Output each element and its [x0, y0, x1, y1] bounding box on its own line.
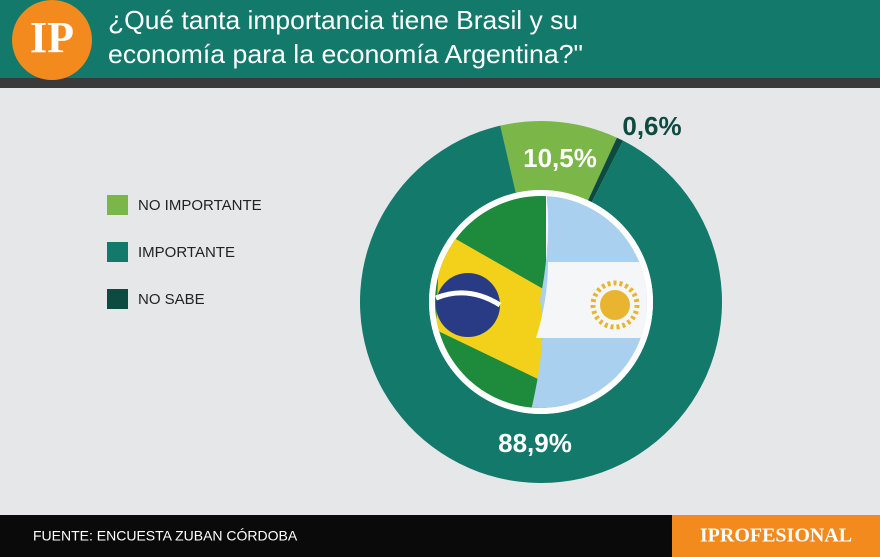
data-label: 10,5%: [523, 143, 597, 173]
legend-swatch: [107, 195, 128, 215]
legend-swatch: [107, 242, 128, 262]
legend-label: NO SABE: [138, 291, 205, 308]
data-label: 88,9%: [498, 428, 572, 458]
donut-segment: [500, 120, 617, 201]
brand-box: [672, 515, 880, 557]
donut-segment: [587, 137, 624, 203]
legend: NO IMPORTANTE IMPORTANTE NO SABE: [107, 195, 262, 309]
logo: IP: [30, 13, 74, 62]
chart-title: economía para la economía Argentina?": [108, 39, 583, 69]
brand: IPROFESIONAL: [700, 525, 852, 547]
donut: [360, 120, 722, 484]
legend-label: IMPORTANTE: [138, 244, 235, 261]
legend-label: NO IMPORTANTE: [138, 197, 262, 214]
header-strip: [0, 78, 880, 88]
donut-segment: [360, 125, 722, 484]
source: FUENTE: ENCUESTA ZUBAN CÓRDOBA: [33, 528, 298, 544]
brazil-band: [435, 290, 502, 308]
chart-title: ¿Qué tanta importancia tiene Brasil y su: [108, 5, 578, 35]
logo-circle: [12, 0, 92, 80]
argentina-sun-rays: [590, 280, 640, 330]
data-label: 0,6%: [622, 111, 681, 141]
argentina-sun: [600, 290, 630, 320]
brazil-globe: [436, 273, 500, 337]
legend-swatch: [107, 289, 128, 309]
header-band: [0, 0, 880, 78]
